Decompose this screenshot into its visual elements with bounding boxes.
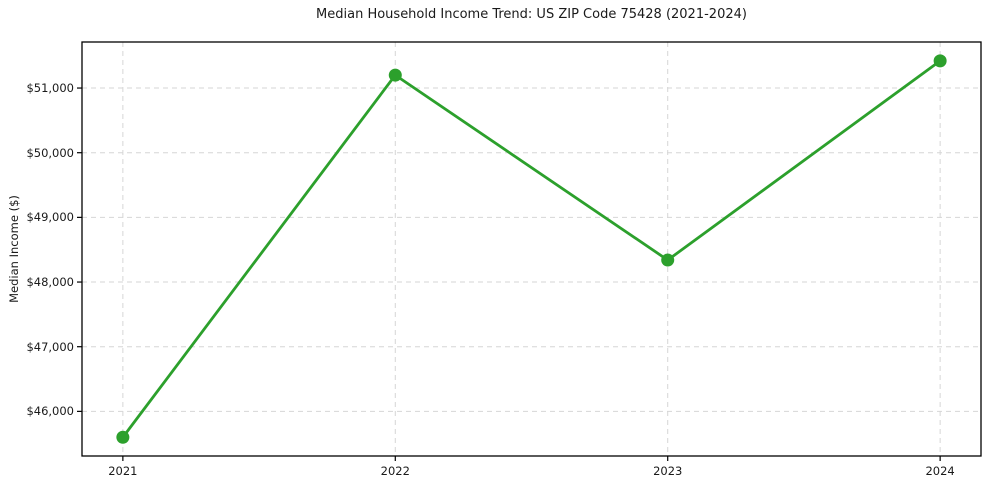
chart-title: Median Household Income Trend: US ZIP Co… — [316, 7, 747, 22]
data-point-marker — [116, 430, 130, 444]
y-tick-label: $51,000 — [26, 81, 74, 96]
y-tick-label: $46,000 — [26, 404, 74, 419]
y-tick-label: $50,000 — [26, 145, 74, 160]
y-tick-label: $47,000 — [26, 339, 74, 354]
x-tick-label: 2023 — [653, 464, 683, 478]
y-tick-label: $48,000 — [26, 275, 74, 290]
data-point-marker — [661, 253, 675, 267]
series-line — [121, 59, 942, 439]
plot-border — [81, 41, 982, 457]
x-tick-label: 2024 — [925, 464, 955, 478]
data-point-marker — [388, 68, 402, 82]
x-tick-label: 2021 — [108, 464, 138, 478]
y-tick-label: $49,000 — [26, 210, 74, 225]
x-tick-label: 2022 — [380, 464, 410, 478]
data-point-marker — [933, 54, 947, 68]
